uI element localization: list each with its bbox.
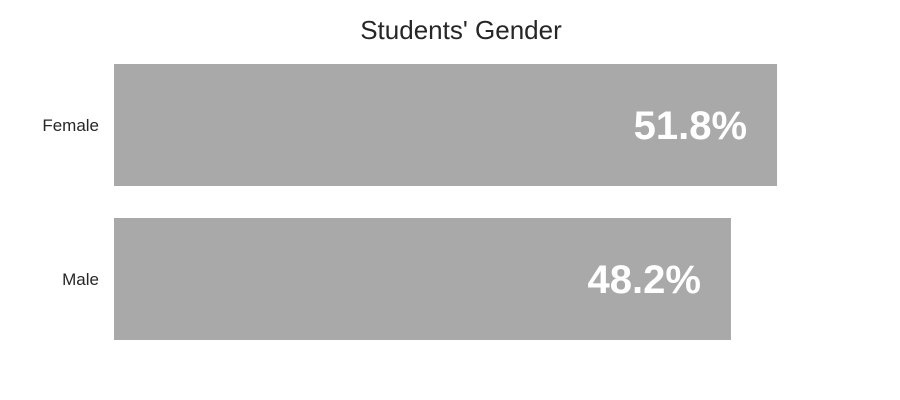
chart-title: Students' Gender	[360, 15, 562, 45]
value-label-female: 51.8%	[634, 104, 747, 148]
bar-male	[114, 218, 731, 340]
category-label-male: Male	[62, 270, 99, 289]
bar-female	[114, 64, 778, 186]
category-label-female: Female	[42, 116, 99, 135]
bars-group: Female 51.8% Male 48.2%	[42, 64, 778, 340]
value-label-male: 48.2%	[588, 258, 701, 302]
